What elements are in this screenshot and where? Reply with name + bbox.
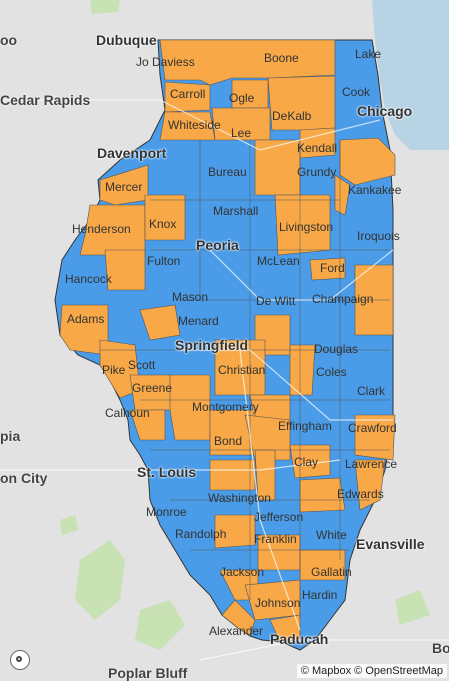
county-white: White — [316, 528, 347, 542]
county-mclean: McLean — [257, 254, 300, 268]
ext-place-oo: oo — [0, 32, 18, 48]
county-carroll: Carroll — [170, 87, 206, 101]
county-kankakee: Kankakee — [348, 183, 402, 197]
city-evansville: Evansville — [356, 536, 425, 552]
city-dubuque: Dubuque — [96, 32, 157, 48]
city-st-louis: St. Louis — [137, 464, 197, 480]
county-jo-daviess: Jo Daviess — [136, 55, 195, 69]
county-menard: Menard — [178, 314, 219, 328]
lake-michigan — [372, 0, 449, 150]
map-attribution[interactable]: © Mapbox © OpenStreetMap — [296, 664, 447, 678]
county-ogle: Ogle — [229, 91, 255, 105]
county-livingston: Livingston — [279, 220, 334, 234]
county-ford: Ford — [320, 261, 345, 275]
ext-place-bo: Bo — [432, 640, 449, 656]
county-clark: Clark — [357, 384, 386, 398]
county-adams: Adams — [67, 312, 105, 326]
ext-place-poplar-bluff: Poplar Bluff — [108, 665, 188, 681]
county-jefferson: Jefferson — [254, 510, 304, 524]
county-iroquois: Iroquois — [357, 229, 400, 243]
ext-place-cedar-rapids: Cedar Rapids — [0, 92, 91, 108]
county-washington: Washington — [208, 491, 271, 505]
county-franklin: Franklin — [254, 532, 297, 546]
county-clay: Clay — [294, 455, 319, 469]
orange-counties — [59, 39, 396, 643]
county-fulton: Fulton — [147, 254, 181, 268]
ext-place-on-city: on City — [0, 470, 48, 486]
county-dewitt: De Witt — [256, 294, 296, 308]
county-bond: Bond — [214, 434, 243, 448]
county-lawrence: Lawrence — [345, 457, 398, 471]
county-crawford: Crawford — [348, 421, 397, 435]
county-montgomery: Montgomery — [192, 400, 259, 414]
county-alexander: Alexander — [209, 624, 264, 638]
city-chicago: Chicago — [357, 103, 413, 119]
county-lake: Lake — [355, 47, 382, 61]
county-jackson: Jackson — [220, 565, 265, 579]
county-edwards: Edwards — [337, 487, 384, 501]
county-scott: Scott — [128, 358, 156, 372]
roads — [0, 99, 449, 661]
county-christian: Christian — [218, 363, 266, 377]
county-whiteside: Whiteside — [168, 118, 221, 132]
county-cook: Cook — [342, 85, 371, 99]
county-marshall: Marshall — [213, 204, 259, 218]
county-knox: Knox — [149, 217, 177, 231]
county-douglas: Douglas — [314, 342, 359, 356]
county-dekalb: DeKalb — [272, 109, 312, 123]
county-champaign: Champaign — [312, 292, 374, 306]
county-mercer: Mercer — [105, 180, 143, 194]
county-mason: Mason — [172, 290, 209, 304]
county-kendall: Kendall — [297, 141, 338, 155]
county-lee: Lee — [231, 126, 252, 140]
county-greene: Greene — [132, 381, 173, 395]
city-davenport: Davenport — [97, 145, 167, 161]
city-paducah: Paducah — [270, 631, 329, 647]
county-johnson: Johnson — [255, 596, 301, 610]
forest-areas — [60, 0, 430, 650]
county-calhoun: Calhoun — [105, 406, 150, 420]
county-pike: Pike — [102, 363, 126, 377]
county-randolph: Randolph — [175, 527, 227, 541]
mapbox-logo-icon[interactable] — [10, 650, 30, 670]
city-springfield: Springfield — [175, 337, 249, 353]
county-coles: Coles — [316, 365, 347, 379]
county-effingham: Effingham — [278, 419, 332, 433]
county-hancock: Hancock — [65, 272, 112, 286]
county-monroe: Monroe — [146, 505, 187, 519]
ext-place-pia: pia — [0, 428, 21, 444]
county-gallatin: Gallatin — [311, 565, 352, 579]
county-grundy: Grundy — [297, 165, 337, 179]
county-hardin: Hardin — [302, 588, 338, 602]
county-henderson: Henderson — [72, 222, 131, 236]
city-peoria: Peoria — [196, 237, 239, 253]
county-bureau: Bureau — [208, 165, 247, 179]
county-boone: Boone — [264, 51, 299, 65]
